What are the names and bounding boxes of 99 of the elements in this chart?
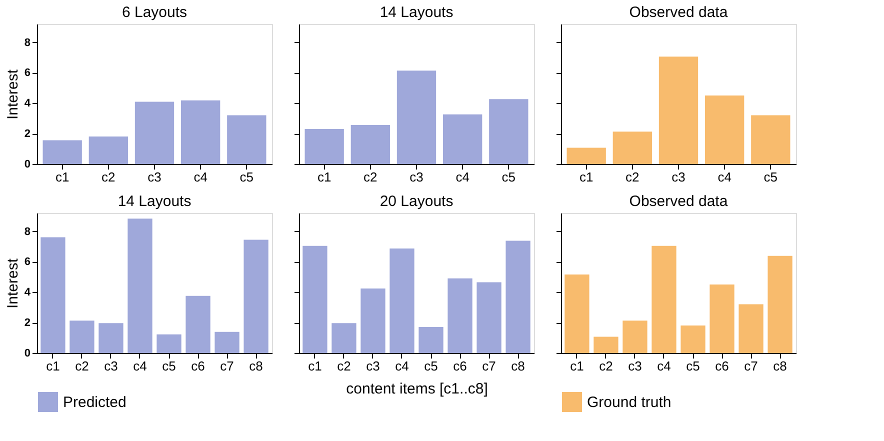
y-axis-title: Interest <box>4 68 22 120</box>
bar <box>227 115 266 164</box>
bar <box>594 336 618 353</box>
x-tick-label: c1 <box>579 170 594 184</box>
y-tick-label: 0 <box>24 348 30 360</box>
bar <box>566 148 606 164</box>
chart-title: 14 Layouts <box>380 4 454 21</box>
x-tick-label: c3 <box>148 170 162 184</box>
x-tick-label: c7 <box>482 358 496 374</box>
bar <box>751 115 790 164</box>
x-tick-label: c5 <box>502 170 516 184</box>
x-tick-label: c8 <box>249 358 263 374</box>
y-tick-label: 4 <box>24 286 32 299</box>
x-tick-label: c3 <box>628 358 642 374</box>
x-tick-label: c5 <box>764 170 778 184</box>
bar <box>350 125 390 164</box>
bar <box>506 240 530 353</box>
x-tick-label: c1 <box>570 358 584 374</box>
bar <box>710 284 734 353</box>
x-tick-label: c2 <box>337 358 351 374</box>
y-tick-label: 6 <box>24 67 30 80</box>
x-tick-label: c3 <box>104 358 118 374</box>
x-tick-label: c2 <box>75 358 89 374</box>
legend-label: Ground truth <box>587 394 672 411</box>
bar <box>390 248 414 353</box>
bar <box>658 56 698 164</box>
x-tick-label: c4 <box>194 170 208 184</box>
bar <box>304 129 344 164</box>
chart-title: 20 Layouts <box>380 193 454 210</box>
y-axis-title: Interest <box>4 258 22 309</box>
x-tick-label: c8 <box>773 358 787 374</box>
chart-title: Observed data <box>629 193 728 210</box>
x-tick-label: c2 <box>599 358 613 374</box>
bar <box>214 332 240 353</box>
x-tick-label: c2 <box>364 170 378 184</box>
bar <box>186 296 210 353</box>
bar <box>156 334 182 353</box>
bar <box>302 246 328 353</box>
bar <box>128 218 152 353</box>
bar <box>40 237 66 353</box>
x-tick-label: c1 <box>317 170 332 184</box>
bar <box>396 70 436 164</box>
chart-title: Observed data <box>629 4 728 21</box>
x-tick-label: c1 <box>308 358 322 374</box>
bar <box>42 140 82 164</box>
bar <box>622 320 648 353</box>
bar <box>418 326 444 353</box>
bar <box>88 136 128 164</box>
x-tick-label: c4 <box>718 170 732 184</box>
chart-title: 6 Layouts <box>122 4 188 21</box>
x-tick-label: c5 <box>240 170 254 184</box>
bar <box>768 256 792 353</box>
y-tick-label: 4 <box>24 98 32 110</box>
x-tick-label: c2 <box>626 170 640 184</box>
x-tick-label: c4 <box>657 358 671 374</box>
bar <box>244 240 268 353</box>
bar <box>180 100 220 164</box>
x-tick-label: c4 <box>133 358 147 374</box>
x-tick-label: c3 <box>672 170 686 184</box>
y-tick-label: 0 <box>24 158 30 170</box>
bar <box>476 282 502 353</box>
bar <box>448 278 472 353</box>
x-tick-label: c8 <box>511 358 525 374</box>
bar <box>612 132 652 164</box>
x-axis-title: content items [c1..c8] <box>346 380 488 398</box>
bar <box>704 96 744 164</box>
bar <box>134 102 174 164</box>
bar <box>442 114 482 164</box>
x-tick-label: c4 <box>395 358 409 374</box>
bar <box>332 323 356 353</box>
x-tick-label: c5 <box>162 358 176 374</box>
bar <box>70 320 94 353</box>
bar <box>652 246 676 353</box>
x-tick-label: c5 <box>686 358 700 374</box>
x-tick-label: c6 <box>453 358 467 374</box>
y-tick-label: 2 <box>24 317 30 330</box>
y-tick-label: 2 <box>24 128 30 140</box>
x-tick-label: c6 <box>191 358 205 374</box>
bar <box>98 323 124 353</box>
chart-title: 14 Layouts <box>118 193 192 210</box>
bar <box>564 274 590 353</box>
bar <box>489 99 528 164</box>
bar <box>360 288 386 353</box>
x-tick-label: c7 <box>744 358 758 374</box>
x-tick-label: c4 <box>456 170 470 184</box>
x-tick-label: c2 <box>102 170 116 184</box>
x-tick-label: c7 <box>220 358 234 374</box>
x-tick-label: c1 <box>46 358 60 374</box>
x-tick-label: c6 <box>715 358 729 374</box>
x-tick-label: c3 <box>410 170 424 184</box>
x-tick-label: c3 <box>366 358 380 374</box>
x-tick-label: c5 <box>424 358 438 374</box>
bar <box>680 325 706 353</box>
x-tick-label: c1 <box>55 170 70 184</box>
y-tick-label: 8 <box>24 226 30 238</box>
y-tick-label: 6 <box>24 256 30 268</box>
y-tick-label: 8 <box>24 36 30 49</box>
legend-label: Predicted <box>63 394 126 411</box>
bar <box>738 304 764 353</box>
